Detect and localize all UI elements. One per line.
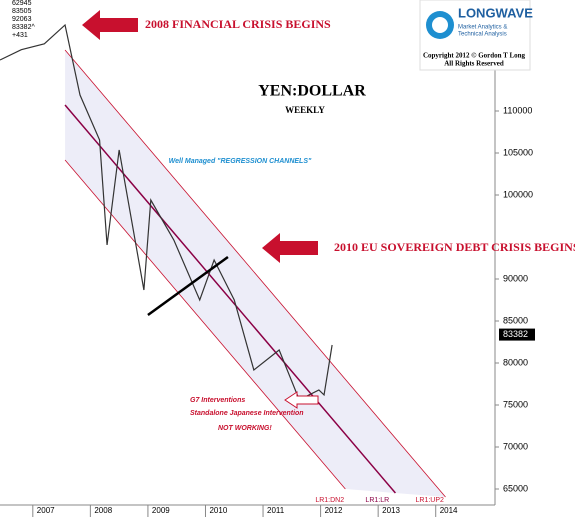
annotation: NOT WORKING! — [218, 425, 272, 432]
last-value-label: 83382 — [503, 329, 528, 339]
y-tick-label: 80000 — [503, 357, 528, 367]
y-tick-label: 65000 — [503, 483, 528, 493]
channel-line — [64, 159, 346, 490]
stat: 92063 — [12, 16, 32, 23]
annotation: 2008 FINANCIAL CRISIS BEGINS — [145, 17, 331, 31]
chart-subtitle: WEEKLY — [285, 105, 325, 115]
stat: +431 — [12, 32, 28, 39]
x-tick-label: 2007 — [37, 506, 55, 515]
stat: 83382^ — [12, 24, 35, 31]
x-tick-label: 2011 — [267, 506, 285, 515]
plot: LR1:DN2 LR1:LR LR1:UP2 65000 70000 75000 80000… — [0, 23, 535, 517]
stat: 62945 — [12, 0, 32, 7]
y-tick-label: 90000 — [503, 273, 528, 283]
logo-name: LONGWAVE — [458, 5, 533, 20]
x-tick-label: 2008 — [94, 506, 112, 515]
arrow — [82, 10, 138, 40]
annotation: G7 Interventions — [190, 397, 245, 404]
stat: 83505 — [12, 8, 32, 15]
x-tick-label: 2013 — [382, 506, 400, 515]
logo-icon — [432, 17, 448, 33]
trendline — [147, 255, 229, 317]
channel-label: LR1:DN2 — [315, 497, 344, 504]
x-tick-label: 2014 — [440, 506, 458, 515]
y-tick-label: 70000 — [503, 441, 528, 451]
channel-label: LR1:LR — [365, 497, 389, 504]
x-tick-label: 2010 — [209, 506, 227, 515]
y-tick-label: 85000 — [503, 315, 528, 325]
x-tick-label: 2009 — [152, 506, 170, 515]
y-tick-label: 100000 — [503, 189, 533, 199]
y-tick-label: 110000 — [503, 105, 532, 115]
channel-label: LR1:UP2 — [416, 497, 445, 504]
last-value-box — [499, 328, 535, 341]
logo-text: Technical Analysis — [458, 32, 507, 38]
annotation: Standalone Japanese Intervention — [190, 410, 304, 417]
arrow — [284, 391, 319, 409]
channel-line — [64, 49, 446, 498]
logo: LONGWAVE Market Analytics & Technical An… — [419, 0, 533, 71]
annotation: Well Managed "REGRESSION CHANNELS" — [169, 158, 312, 165]
chart-title: YEN:DOLLAR — [258, 83, 366, 100]
y-tick-label: 105000 — [503, 147, 533, 157]
x-tick-label: 2012 — [325, 506, 343, 515]
copyright: Copyright 2012 © Gordon T Long — [423, 52, 526, 60]
channel-line — [64, 104, 396, 494]
copyright: All Rights Reserved — [444, 60, 504, 68]
arrow — [262, 233, 318, 263]
price-line — [0, 23, 333, 401]
stats: 62945 83505 92063 83382^ +431 — [12, 0, 35, 39]
y-tick-label: 75000 — [503, 399, 528, 409]
logo-text: Market Analytics & — [458, 25, 507, 31]
annotation: 2010 EU SOVEREIGN DEBT CRISIS BEGINS — [334, 240, 575, 254]
